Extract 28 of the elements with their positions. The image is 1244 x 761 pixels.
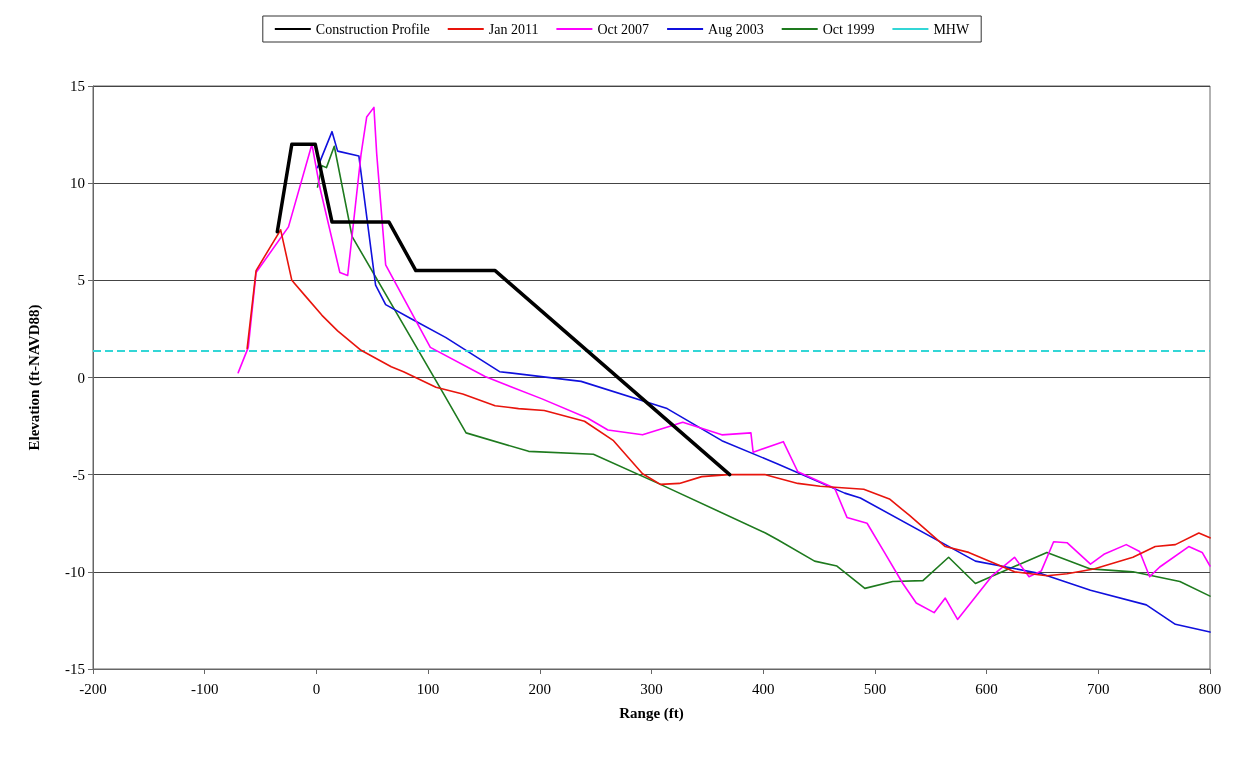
line-series (246, 229, 1211, 577)
y-tick-label: 15 (70, 78, 85, 94)
x-tick-label: 100 (416, 680, 440, 697)
legend-label: Jan 2011 (488, 21, 539, 37)
x-tick-label: 0 (312, 680, 321, 697)
legend-label: Oct 1999 (822, 21, 875, 37)
legend-label: Aug 2003 (708, 21, 764, 37)
y-axis-title: Elevation (ft-NAVD88) (25, 304, 43, 451)
legend-label: Construction Profile (315, 21, 430, 37)
y-tick-label: 10 (70, 175, 85, 192)
legend-label: Oct 2007 (597, 21, 650, 37)
y-tick-label: -5 (72, 466, 85, 483)
x-tick-label: 400 (751, 680, 775, 697)
legend-label: MHW (933, 21, 970, 37)
x-tick-label: 200 (528, 680, 552, 697)
x-tick-label: 600 (975, 680, 998, 697)
x-axis-title: Range (ft) (619, 704, 684, 722)
y-tick-label: -15 (65, 661, 85, 677)
x-tick-label: 800 (1198, 680, 1222, 697)
line-series (275, 142, 732, 477)
x-tick-label: 300 (640, 680, 663, 697)
x-tick-label: -200 (79, 680, 107, 697)
x-tick-label: -100 (190, 680, 219, 697)
y-tick-label: 0 (77, 369, 85, 386)
x-tick-label: 500 (863, 680, 887, 697)
x-tick-label: 700 (1087, 680, 1110, 697)
y-tick-label: -10 (65, 563, 85, 580)
y-tick-label: 5 (77, 272, 85, 289)
